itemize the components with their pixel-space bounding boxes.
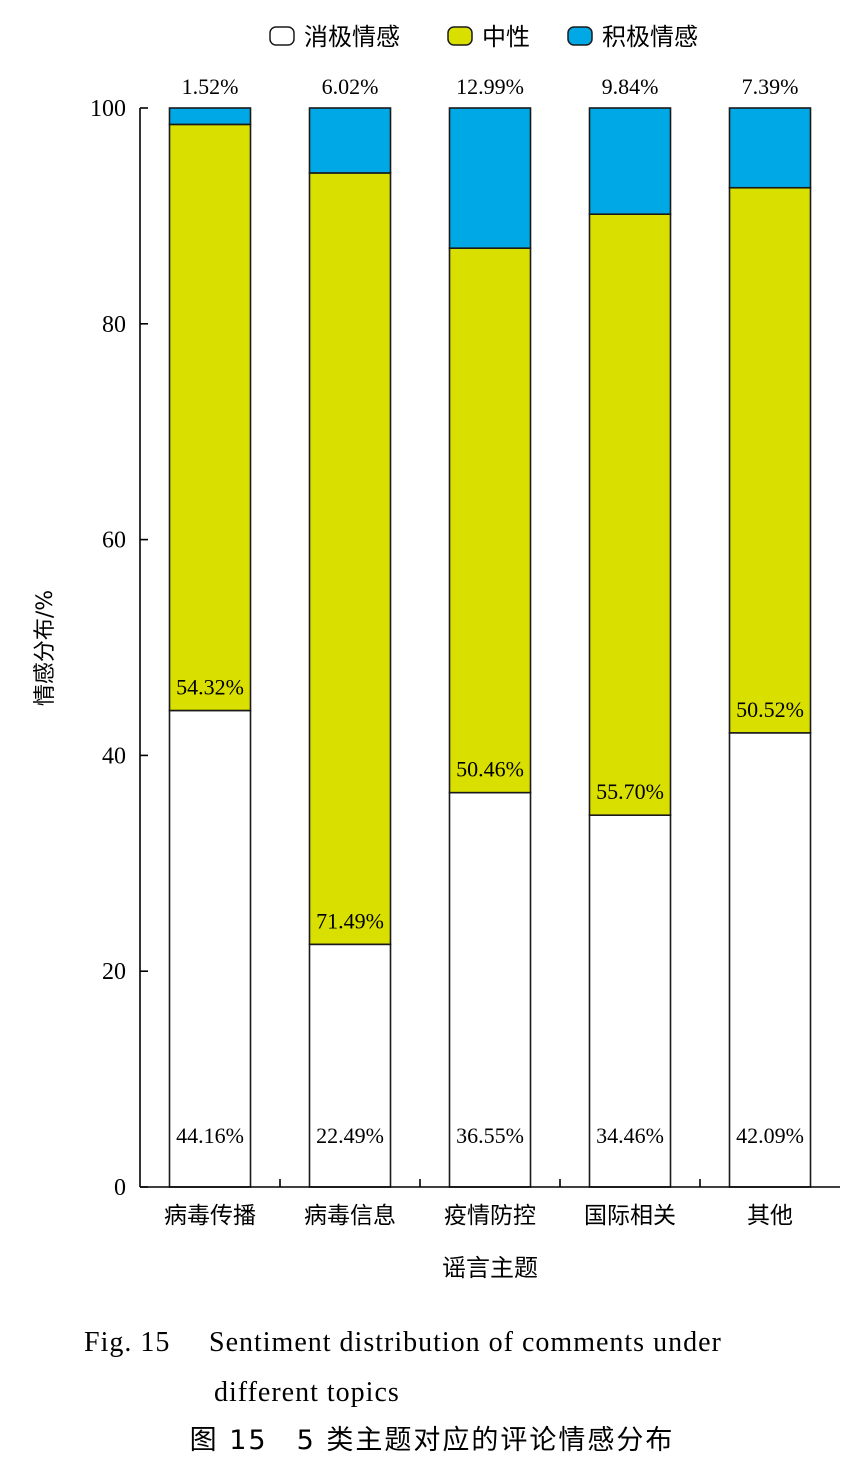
bar-negative-1: [168, 709, 252, 1188]
caption-english-line1: Sentiment distribution of comments under: [209, 1327, 722, 1358]
legend: 消极情感 中性 积极情感: [269, 23, 698, 51]
data-label-neutral-1: 54.32%: [176, 675, 244, 700]
legend-label-neutral: 中性: [482, 23, 530, 51]
bar-neutral-5: [728, 186, 812, 734]
data-label-negative-5: 42.09%: [736, 1123, 804, 1148]
y-axis-label: 情感分布/%: [33, 590, 58, 706]
data-label-positive-1: 1.52%: [182, 74, 239, 99]
data-label-neutral-2: 71.49%: [316, 908, 384, 933]
bar-positive-1: [168, 107, 252, 126]
x-tick-label-3: 疫情防控: [444, 1203, 536, 1229]
data-label-neutral-4: 55.70%: [596, 779, 664, 804]
caption-english: Fig. 15 Sentiment distribution of comment…: [84, 1318, 844, 1418]
caption-chinese: 图 15 5 类主题对应的评论情感分布: [189, 1425, 675, 1456]
data-label-negative-3: 36.55%: [456, 1123, 524, 1148]
data-label-positive-4: 9.84%: [602, 74, 659, 99]
axes: 病毒传播 病毒信息 疫情防控 国际相关 其他 0 20 40 60 80 100: [90, 96, 840, 1229]
y-tick-label-0: 0: [114, 1175, 126, 1201]
y-tick-label-20: 20: [102, 959, 126, 985]
data-label-positive-5: 7.39%: [742, 74, 799, 99]
caption-english-line2: different topics: [214, 1377, 400, 1408]
bar-positive-5: [728, 107, 812, 189]
bar-neutral-4: [588, 213, 672, 816]
x-tick-label-4: 国际相关: [584, 1203, 676, 1229]
legend-swatch-neutral: [447, 26, 473, 46]
data-label-neutral-3: 50.46%: [456, 757, 524, 782]
caption-figure-number: Fig. 15: [84, 1327, 171, 1358]
x-tick-label-5: 其他: [747, 1203, 793, 1229]
legend-swatch-positive: [567, 26, 593, 46]
bar-negative-4: [588, 814, 672, 1188]
data-label-positive-2: 6.02%: [322, 74, 379, 99]
legend-label-positive: 积极情感: [602, 23, 698, 51]
x-tick-label-2: 病毒信息: [304, 1203, 396, 1229]
x-axis-label: 谣言主题: [442, 1254, 538, 1282]
bar-neutral-2: [308, 172, 392, 946]
data-label-positive-3: 12.99%: [456, 74, 524, 99]
legend-label-negative: 消极情感: [304, 23, 400, 51]
y-tick-label-100: 100: [90, 96, 126, 122]
legend-swatch-negative: [269, 26, 295, 46]
bar-positive-4: [588, 107, 672, 215]
bar-negative-2: [308, 943, 392, 1188]
bar-positive-3: [448, 107, 532, 249]
bar-negative-5: [728, 732, 812, 1188]
stacked-bar-chart: 消极情感 中性 积极情感 44.16% 54.32% 1.52% 22.49% 71.49%…: [33, 23, 840, 1282]
bar-neutral-3: [448, 247, 532, 794]
bar-positive-2: [308, 107, 392, 174]
bars: [168, 107, 812, 1188]
y-tick-label-40: 40: [102, 743, 126, 769]
data-label-negative-4: 34.46%: [596, 1123, 664, 1148]
data-labels: 44.16% 54.32% 1.52% 22.49% 71.49% 6.02% 36.55%…: [176, 74, 804, 1148]
y-tick-label-80: 80: [102, 312, 126, 338]
x-tick-label-1: 病毒传播: [164, 1203, 256, 1229]
data-label-negative-1: 44.16%: [176, 1123, 244, 1148]
bar-negative-3: [448, 791, 532, 1188]
bar-neutral-1: [168, 123, 252, 712]
data-label-neutral-5: 50.52%: [736, 697, 804, 722]
y-tick-label-60: 60: [102, 528, 126, 554]
data-label-negative-2: 22.49%: [316, 1123, 384, 1148]
